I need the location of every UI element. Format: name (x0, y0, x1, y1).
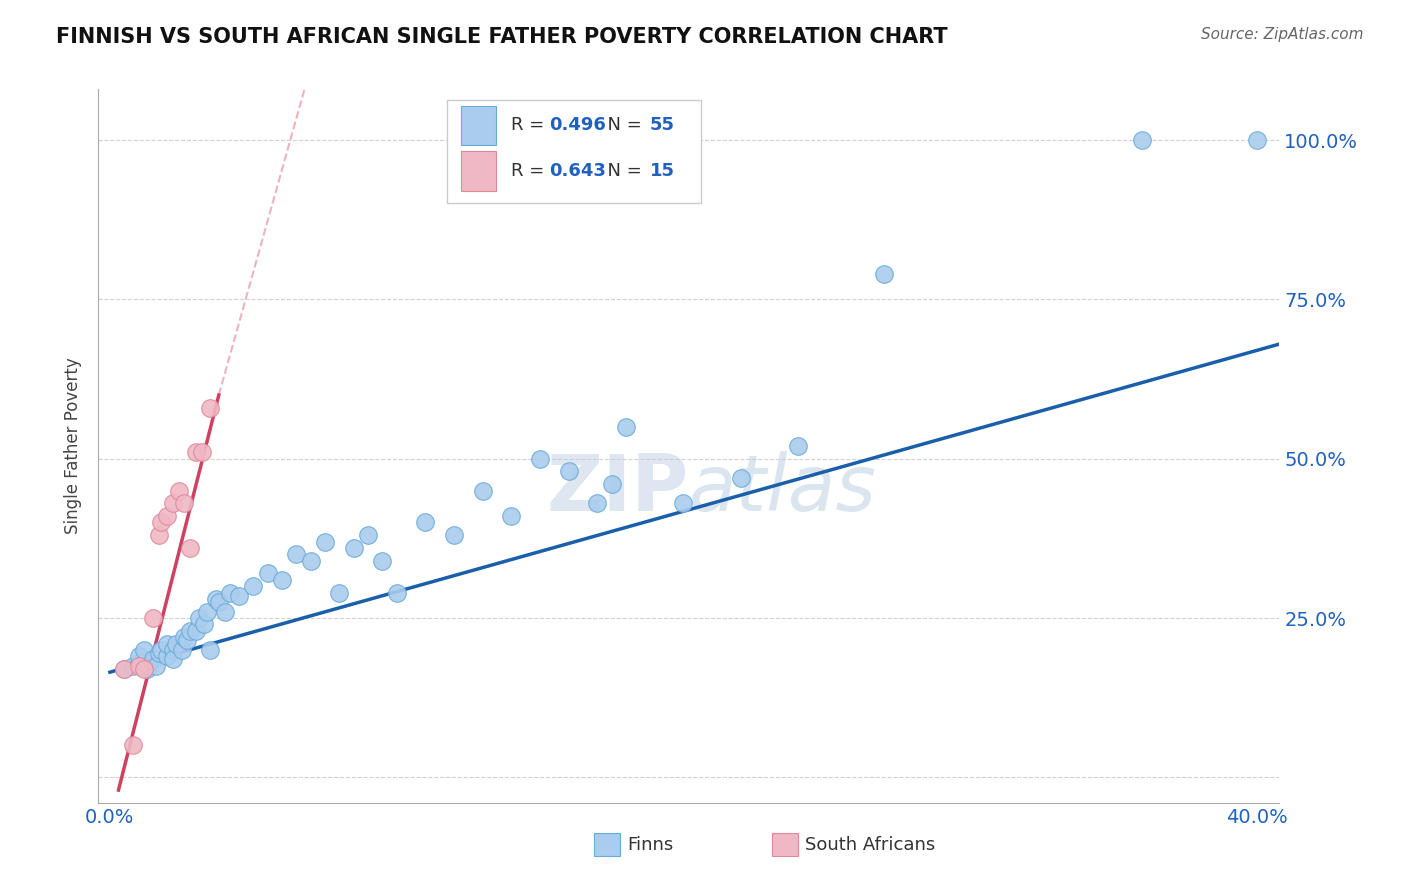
Point (150, 643, 173, 657)
Point (148, 646, 170, 660)
Point (256, 566, 278, 581)
Point (121, 739, 143, 753)
Point (150, 516, 173, 530)
Point (529, 451, 551, 466)
Point (586, 496, 609, 510)
Point (786, 439, 808, 453)
Point (121, 658, 143, 673)
FancyBboxPatch shape (461, 105, 496, 145)
Point (200, 401, 222, 415)
Point (357, 528, 380, 542)
Point (730, 471, 752, 485)
Point (128, 656, 150, 670)
Point (443, 528, 465, 542)
FancyBboxPatch shape (595, 833, 620, 856)
Point (170, 643, 193, 657)
Point (471, 483, 494, 498)
Point (228, 589, 250, 603)
Text: 0.496: 0.496 (550, 116, 606, 134)
Point (413, 516, 436, 530)
Point (148, 528, 170, 542)
Text: N =: N = (596, 116, 647, 134)
Text: 0.643: 0.643 (550, 162, 606, 180)
Point (285, 547, 308, 561)
Point (112, 662, 135, 676)
Point (187, 611, 209, 625)
Point (162, 643, 184, 657)
Point (134, 643, 156, 657)
Text: R =: R = (510, 162, 550, 180)
Point (214, 605, 236, 619)
Point (142, 652, 165, 666)
Point (557, 465, 579, 479)
Point (385, 585, 408, 599)
Point (242, 579, 264, 593)
Point (156, 649, 179, 664)
Point (299, 554, 322, 568)
Text: FINNISH VS SOUTH AFRICAN SINGLE FATHER POVERTY CORRELATION CHART: FINNISH VS SOUTH AFRICAN SINGLE FATHER P… (56, 27, 948, 46)
Point (200, 643, 222, 657)
Point (142, 611, 165, 625)
Point (167, 483, 190, 498)
Point (156, 509, 179, 524)
Text: R =: R = (510, 116, 550, 134)
Point (179, 624, 201, 638)
Point (328, 585, 350, 599)
Point (873, 267, 896, 281)
Point (672, 496, 695, 510)
Point (128, 658, 150, 673)
Point (112, 662, 135, 676)
Point (165, 636, 187, 650)
Text: Source: ZipAtlas.com: Source: ZipAtlas.com (1201, 27, 1364, 42)
FancyBboxPatch shape (447, 100, 700, 203)
Point (134, 662, 156, 676)
Point (162, 652, 184, 666)
Point (184, 624, 207, 638)
Point (145, 658, 167, 673)
Point (193, 617, 215, 632)
Point (179, 541, 201, 555)
Point (270, 573, 292, 587)
Point (600, 477, 623, 491)
Text: 15: 15 (650, 162, 675, 180)
Point (501, 509, 523, 524)
Point (208, 595, 231, 609)
Point (314, 534, 336, 549)
Text: 55: 55 (650, 116, 675, 134)
Point (1130, 133, 1153, 147)
FancyBboxPatch shape (772, 833, 797, 856)
Point (614, 420, 637, 434)
Point (205, 591, 228, 606)
Point (190, 445, 212, 459)
FancyBboxPatch shape (461, 152, 496, 191)
Point (173, 496, 195, 510)
Text: Finns: Finns (627, 836, 673, 854)
Text: N =: N = (596, 162, 647, 180)
Point (176, 633, 198, 648)
Point (162, 496, 184, 510)
Point (156, 636, 179, 650)
Text: atlas: atlas (689, 450, 877, 527)
Point (136, 662, 159, 676)
Text: South Africans: South Africans (804, 836, 935, 854)
Y-axis label: Single Father Poverty: Single Father Poverty (65, 358, 83, 534)
Point (1246, 133, 1268, 147)
Point (128, 649, 150, 664)
Text: ZIP: ZIP (547, 450, 689, 527)
Point (342, 541, 364, 555)
Point (173, 630, 195, 644)
Point (184, 445, 207, 459)
Point (195, 605, 218, 619)
Point (371, 554, 394, 568)
Point (219, 585, 242, 599)
